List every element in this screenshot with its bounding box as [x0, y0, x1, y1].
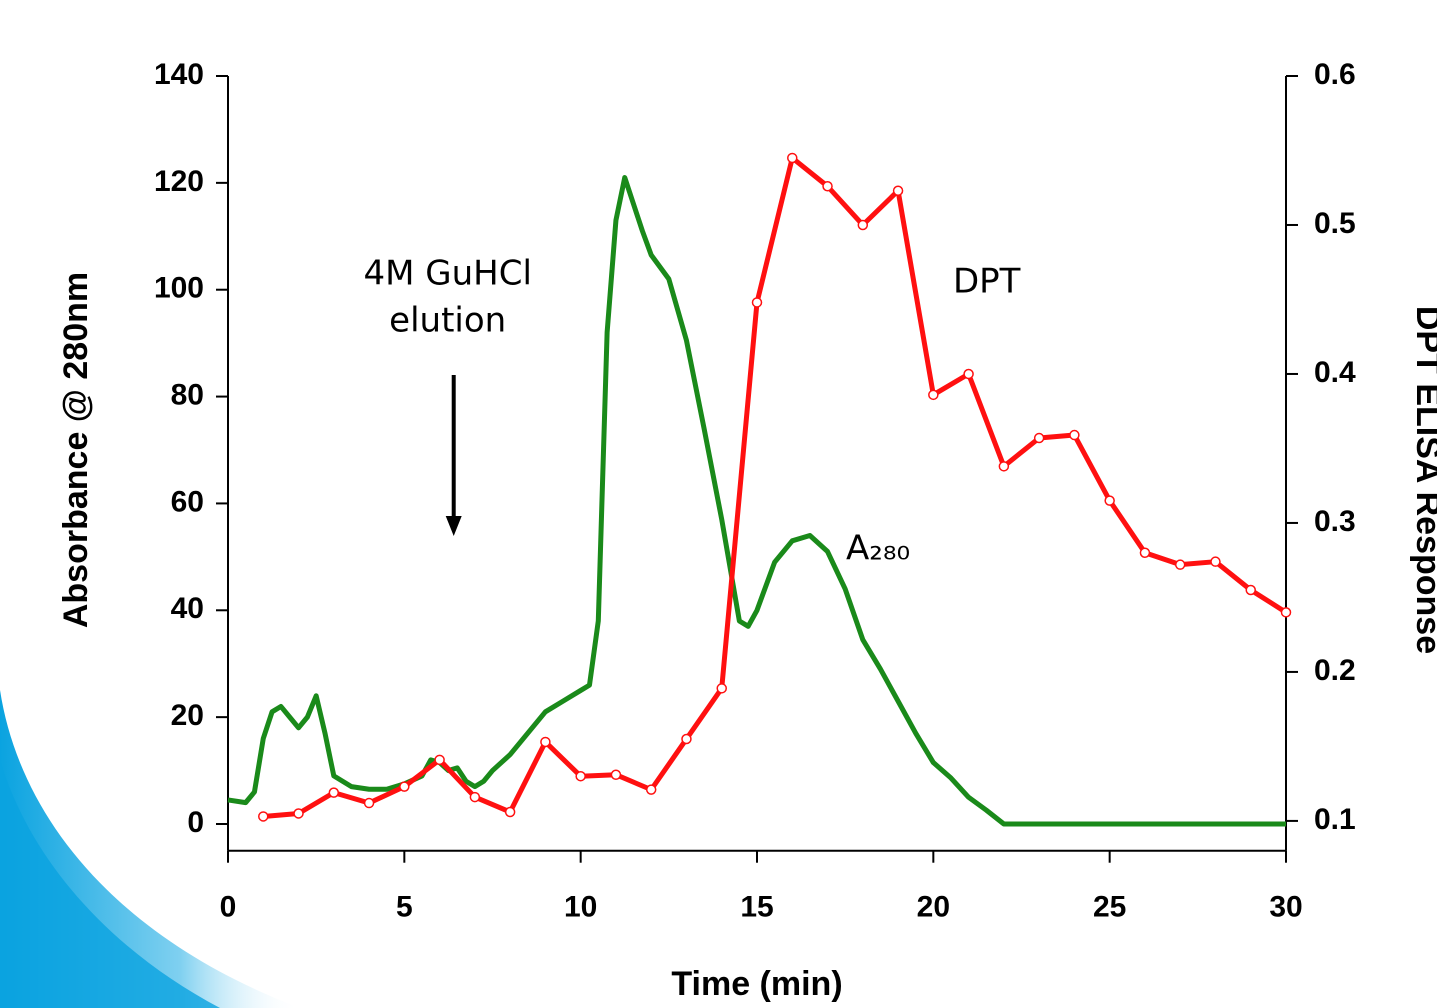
point: [645, 784, 657, 795]
series-label: DPT: [953, 262, 1021, 302]
point: [998, 461, 1010, 472]
y2-axis-label: DPT ELISA Response: [1409, 306, 1437, 654]
y-tick-label: 20: [171, 699, 204, 732]
point: [1280, 607, 1292, 618]
x-tick-label: 10: [564, 891, 597, 924]
y-tick-label: 140: [154, 58, 204, 91]
point: [328, 787, 340, 798]
point: [1033, 432, 1045, 444]
point: [469, 791, 481, 803]
point: [963, 368, 974, 380]
y2-tick-label: 0.4: [1314, 356, 1356, 389]
x-tick-label: 5: [396, 891, 413, 924]
point: [1174, 559, 1186, 570]
point: [716, 683, 727, 694]
y2-tick-label: 0.3: [1314, 505, 1356, 538]
series-line: [227, 175, 1286, 827]
y2-tick-label: 0.6: [1314, 58, 1356, 91]
point: [1104, 495, 1115, 506]
y2-tick-label: 0.5: [1314, 207, 1356, 240]
point: [751, 297, 763, 308]
point: [822, 180, 833, 192]
y-axis-label: Absorbance @ 280nm: [57, 272, 95, 628]
series-label: A₂₈₀: [846, 529, 910, 569]
point: [399, 781, 410, 792]
x-tick-label: 0: [220, 891, 237, 924]
annotation-arrowhead: [445, 516, 462, 536]
x-axis-label: Time (min): [671, 965, 842, 1003]
y-tick-label: 60: [171, 485, 204, 518]
point: [1210, 556, 1221, 567]
y-tick-label: 40: [171, 592, 204, 625]
point: [1139, 547, 1151, 558]
point: [575, 770, 586, 782]
point: [1245, 584, 1256, 596]
point: [892, 185, 904, 196]
x-tick-label: 30: [1269, 891, 1302, 924]
annotation: 4M GuHCl: [363, 254, 531, 294]
point: [928, 389, 939, 401]
point: [857, 219, 869, 231]
x-tick-label: 15: [740, 891, 773, 924]
point: [1069, 429, 1080, 441]
series-line: [263, 155, 1288, 819]
x-tick-label: 20: [917, 891, 950, 924]
annotation: elution: [389, 301, 506, 341]
point: [681, 733, 692, 745]
x-tick-label: 25: [1093, 891, 1126, 924]
y2-tick-label: 0.1: [1314, 803, 1356, 836]
point: [504, 806, 516, 818]
point: [434, 754, 445, 766]
point: [293, 808, 304, 819]
background-swoosh: [0, 760, 220, 1008]
point: [610, 769, 622, 780]
point: [363, 797, 375, 809]
y-tick-label: 120: [154, 165, 204, 198]
point: [258, 811, 269, 822]
y-tick-label: 0: [187, 806, 204, 839]
y-tick-label: 80: [171, 378, 204, 411]
y-tick-label: 100: [154, 272, 204, 305]
point: [540, 736, 551, 748]
y2-tick-label: 0.2: [1314, 654, 1356, 687]
point: [787, 152, 798, 164]
